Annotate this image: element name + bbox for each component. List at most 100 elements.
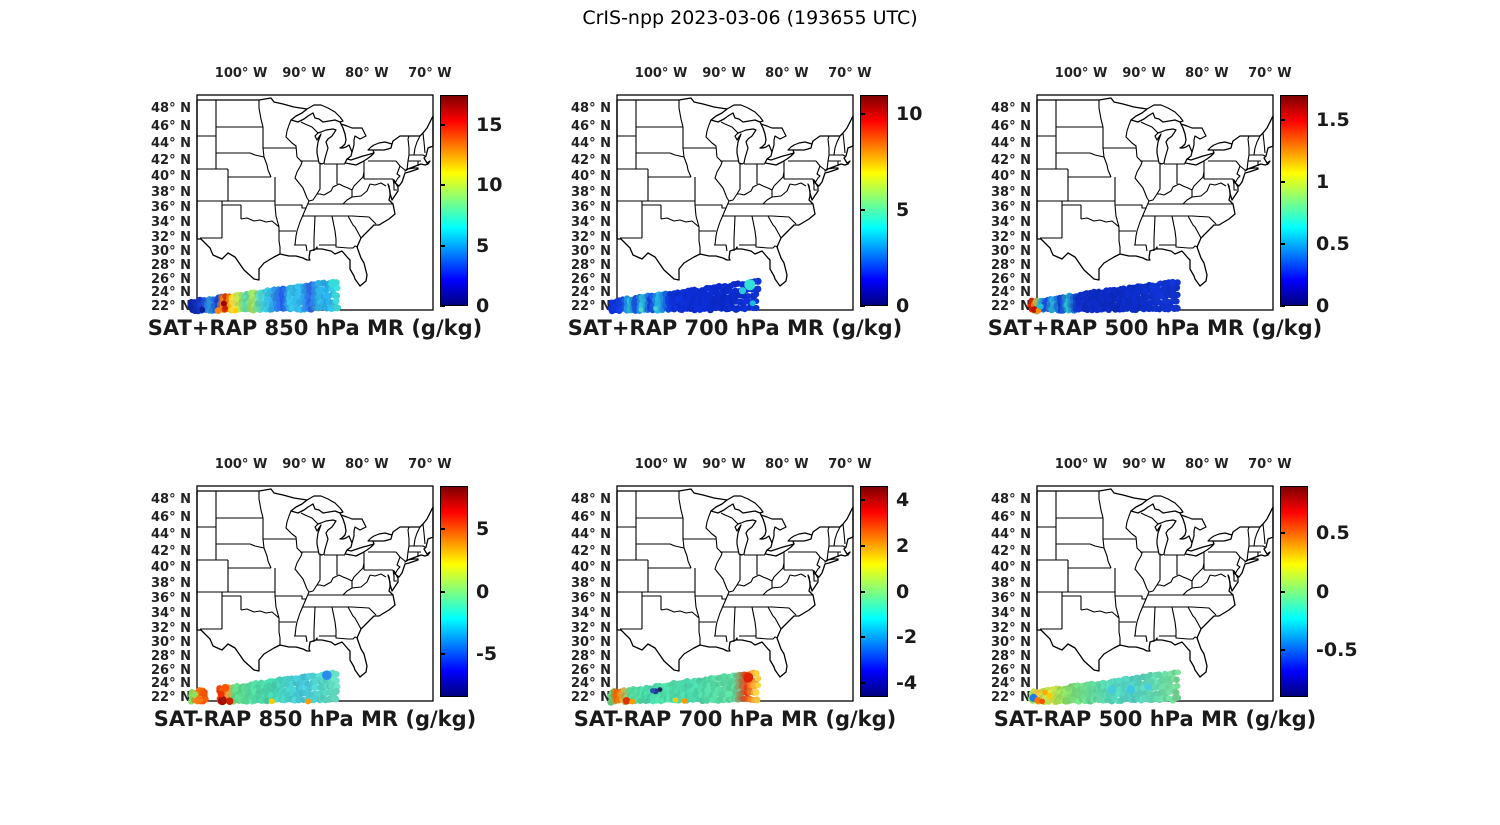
us-map xyxy=(1036,94,1274,311)
colorbar-tick-mark xyxy=(1280,305,1285,307)
lon-tick-label: 100° W xyxy=(1054,66,1108,81)
panel-sat-plus-rap-500: SAT+RAP 500 hPa MR (g/kg) 100° W 90° W 80°… xyxy=(840,0,1370,391)
lon-tick-label: 80° W xyxy=(765,457,809,472)
lat-tick-label: 42° N xyxy=(151,152,191,168)
lat-tick-label: 28° N xyxy=(151,258,191,274)
lat-tick-label: 44° N xyxy=(571,527,611,543)
colorbar-tick-label: 0 xyxy=(1316,295,1330,317)
lon-tick-label: 90° W xyxy=(282,457,326,472)
lat-tick-label: 24° N xyxy=(571,285,611,301)
colorbar xyxy=(440,95,468,306)
lat-tick-label: 44° N xyxy=(991,527,1031,543)
map-svg xyxy=(1027,485,1274,706)
swath-dots xyxy=(1027,669,1182,706)
colorbar-tick-label: 5 xyxy=(896,199,910,222)
panel-title: SAT-RAP 500 hPa MR (g/kg) xyxy=(993,707,1317,731)
lat-tick-label: 24° N xyxy=(991,285,1031,301)
lat-tick-label: 40° N xyxy=(151,560,191,576)
panel-title: SAT-RAP 850 hPa MR (g/kg) xyxy=(153,707,477,731)
colorbar-tick-mark xyxy=(860,209,865,212)
colorbar-tick-label: 1.5 xyxy=(1316,108,1350,131)
lat-tick-label: 32° N xyxy=(991,620,1031,636)
panel-title: SAT+RAP 700 hPa MR (g/kg) xyxy=(567,316,903,340)
panel-title: SAT+RAP 500 hPa MR (g/kg) xyxy=(987,316,1323,340)
lat-tick-label: 46° N xyxy=(571,509,611,525)
lat-tick-label: 26° N xyxy=(991,271,1031,287)
colorbar-tick-mark xyxy=(440,590,445,593)
lat-tick-label: 42° N xyxy=(991,543,1031,559)
map-svg xyxy=(187,94,434,315)
lat-tick-label: 42° N xyxy=(151,543,191,559)
panel-sat-plus-rap-850: SAT+RAP 850 hPa MR (g/kg) 100° W 90° W 80°… xyxy=(0,0,530,391)
lat-tick-label: 34° N xyxy=(151,215,191,231)
colorbar-tick-label: 4 xyxy=(896,488,910,511)
lat-tick-label: 28° N xyxy=(571,258,611,274)
lat-tick-label: 34° N xyxy=(991,606,1031,622)
panel-sat-minus-rap-700: SAT-RAP 700 hPa MR (g/kg) 100° W 90° W 80°… xyxy=(420,391,950,782)
lat-tick-label: 48° N xyxy=(571,100,611,116)
lon-tick-label: 80° W xyxy=(1185,66,1229,81)
lat-tick-label: 30° N xyxy=(571,244,611,260)
lon-tick-label: 80° W xyxy=(1185,457,1229,472)
lon-tick-label: 70° W xyxy=(828,66,872,81)
colorbar-tick-mark xyxy=(860,498,865,501)
colorbar-tick-label: 15 xyxy=(476,114,503,137)
colorbar xyxy=(860,95,888,306)
lat-tick-label: 30° N xyxy=(151,244,191,260)
lat-tick-label: 26° N xyxy=(151,271,191,287)
lat-tick-label: 48° N xyxy=(151,100,191,116)
lat-tick-label: 22° N xyxy=(991,298,1031,314)
lat-tick-label: 48° N xyxy=(151,491,191,507)
lat-tick-label: 26° N xyxy=(991,662,1031,678)
colorbar-tick-label: -0.5 xyxy=(1316,639,1358,662)
colorbar-tick-label: 10 xyxy=(476,174,503,197)
lat-tick-label: 22° N xyxy=(151,689,191,705)
colorbar-tick-mark xyxy=(860,544,865,547)
panel-sat-plus-rap-700: SAT+RAP 700 hPa MR (g/kg) 100° W 90° W 80°… xyxy=(420,0,950,391)
lat-tick-label: 26° N xyxy=(571,662,611,678)
colorbar-tick-mark xyxy=(1280,531,1285,534)
lat-tick-label: 32° N xyxy=(991,229,1031,245)
colorbar-tick-mark xyxy=(1280,649,1285,652)
lat-tick-label: 48° N xyxy=(991,491,1031,507)
swath-dots xyxy=(188,669,341,706)
lon-tick-label: 80° W xyxy=(765,66,809,81)
lat-tick-label: 46° N xyxy=(151,509,191,525)
colorbar-tick-label: 10 xyxy=(896,103,923,126)
lat-tick-label: 24° N xyxy=(571,676,611,692)
lat-tick-label: 30° N xyxy=(991,244,1031,260)
lat-tick-label: 24° N xyxy=(151,285,191,301)
lat-tick-label: 26° N xyxy=(151,662,191,678)
colorbar-tick-mark xyxy=(440,124,445,127)
lat-tick-label: 30° N xyxy=(151,635,191,651)
lat-tick-label: 36° N xyxy=(151,591,191,607)
figure-title: CrIS-npp 2023-03-06 (193655 UTC) xyxy=(582,7,918,29)
lat-tick-label: 44° N xyxy=(991,136,1031,152)
colorbar-tick-mark xyxy=(440,652,445,655)
lat-tick-label: 38° N xyxy=(991,184,1031,200)
lat-tick-label: 44° N xyxy=(571,136,611,152)
colorbar-tick-label: 0 xyxy=(476,580,490,603)
colorbar-tick-label: 0 xyxy=(1316,580,1330,603)
lat-tick-label: 28° N xyxy=(571,649,611,665)
lon-tick-label: 70° W xyxy=(1248,457,1292,472)
lat-tick-label: 40° N xyxy=(991,169,1031,185)
lat-tick-label: 28° N xyxy=(991,258,1031,274)
lon-tick-label: 100° W xyxy=(1054,457,1108,472)
lat-tick-label: 44° N xyxy=(151,136,191,152)
panel-title: SAT+RAP 850 hPa MR (g/kg) xyxy=(147,316,483,340)
colorbar-tick-label: 5 xyxy=(476,234,490,257)
lon-tick-label: 100° W xyxy=(214,66,268,81)
lat-tick-label: 42° N xyxy=(571,152,611,168)
colorbar-tick-mark xyxy=(860,636,865,639)
us-map xyxy=(616,94,854,311)
colorbar-tick-mark xyxy=(860,682,865,685)
lat-tick-label: 38° N xyxy=(151,184,191,200)
lat-tick-label: 34° N xyxy=(571,606,611,622)
us-map xyxy=(1036,485,1274,702)
lat-tick-label: 24° N xyxy=(991,676,1031,692)
lat-tick-label: 40° N xyxy=(571,169,611,185)
lat-tick-label: 46° N xyxy=(991,118,1031,134)
colorbar-tick-mark xyxy=(860,113,865,116)
lat-tick-label: 30° N xyxy=(571,635,611,651)
